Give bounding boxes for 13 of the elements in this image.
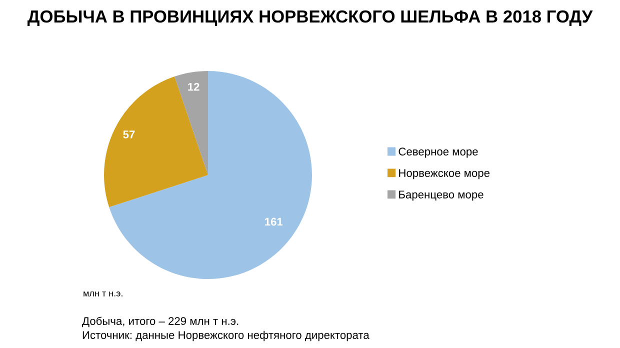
text: Источник: данные Норвежского нефтяного директората — [82, 330, 370, 342]
pie-slice — [174, 71, 208, 175]
data-label: 12 — [188, 82, 200, 91]
data-label: 57 — [123, 130, 135, 138]
pie-slice — [104, 76, 208, 208]
data-label: 161 — [265, 218, 283, 226]
text: млн т н.э. — [84, 291, 122, 296]
pie-slice — [109, 71, 312, 279]
legend-label: Норвежское море — [399, 169, 490, 180]
legend-label: Северное море — [398, 148, 478, 158]
legend-label: Баренцево море — [399, 190, 484, 201]
chart-title: ДОБЫЧА В ПРОВИНЦИЯХ НОРВЕЖСКОГО ШЕЛЬФА В 2018 ГОДУ — [28, 10, 593, 26]
text: Добыча, итого – 229 млн т н.э. — [82, 316, 238, 328]
